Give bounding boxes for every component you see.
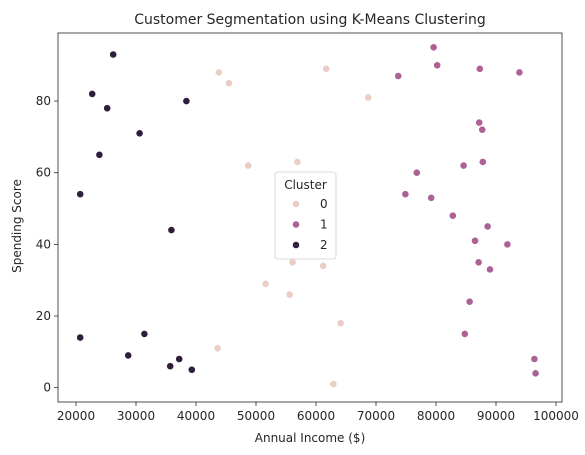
y-tick-label: 80 <box>36 94 51 108</box>
data-point <box>175 355 184 363</box>
legend-title: Cluster <box>284 178 327 192</box>
legend-box <box>274 171 337 260</box>
data-point <box>140 330 149 338</box>
data-point <box>475 118 484 127</box>
data-point <box>474 258 483 267</box>
legend-marker <box>292 241 300 249</box>
data-point <box>515 68 524 77</box>
data-point <box>459 161 468 170</box>
data-point <box>427 193 436 202</box>
x-axis-label: Annual Income ($) <box>255 431 366 445</box>
data-point <box>429 43 438 52</box>
data-point <box>401 190 410 199</box>
legend-label: 2 <box>320 238 328 252</box>
y-tick-label: 20 <box>36 309 51 323</box>
data-point <box>364 93 373 102</box>
legend-label: 1 <box>320 218 328 232</box>
data-point <box>182 97 191 105</box>
data-point <box>76 333 85 342</box>
data-point <box>478 158 487 166</box>
data-point <box>109 50 118 59</box>
data-point <box>88 90 97 98</box>
y-axis-label: Spending Score <box>10 179 24 273</box>
x-tick-label: 30000 <box>117 409 155 423</box>
x-tick-label: 60000 <box>297 409 335 423</box>
data-point <box>322 64 331 73</box>
data-point <box>225 79 233 88</box>
legend-label: 0 <box>320 197 328 211</box>
data-point <box>167 226 176 234</box>
data-point <box>288 258 297 267</box>
data-point <box>336 319 345 328</box>
data-point <box>244 161 253 170</box>
series-1 <box>394 43 540 378</box>
data-point <box>448 211 457 220</box>
data-point <box>135 129 144 138</box>
legend-entry-1: 1 <box>292 218 328 232</box>
data-point <box>394 72 403 80</box>
y-tick-label: 60 <box>36 166 51 180</box>
legend: Cluster 0 1 2 <box>274 171 337 260</box>
data-point <box>530 355 539 363</box>
data-point <box>465 297 474 306</box>
data-point <box>261 279 270 288</box>
chart-title: Customer Segmentation using K-Means Clus… <box>134 12 486 28</box>
data-point <box>285 290 294 299</box>
data-point <box>412 168 421 177</box>
data-point <box>103 104 112 113</box>
data-point <box>213 344 222 353</box>
legend-marker <box>292 220 300 229</box>
data-point <box>478 125 487 134</box>
x-axis: 20000 30000 40000 50000 60000 70000 80000 90000… <box>57 402 579 423</box>
data-point <box>319 261 328 270</box>
x-tick-label: 100000 <box>533 409 579 423</box>
y-axis: 0 20 40 60 80 <box>36 94 58 395</box>
y-tick-label: 40 <box>36 237 51 251</box>
data-point <box>471 236 479 245</box>
y-tick-label: 0 <box>43 381 51 395</box>
data-point <box>486 265 494 274</box>
data-point <box>475 64 484 73</box>
data-point <box>293 158 302 166</box>
data-point <box>124 351 133 360</box>
data-point <box>433 61 442 70</box>
data-point <box>531 369 540 378</box>
series-2 <box>76 50 196 374</box>
data-point <box>503 240 512 249</box>
legend-entry-0: 0 <box>292 197 328 211</box>
data-point <box>166 362 175 371</box>
data-point <box>95 150 104 159</box>
data-point <box>483 222 492 231</box>
x-tick-label: 80000 <box>417 409 455 423</box>
legend-entry-2: 2 <box>292 238 328 252</box>
x-tick-label: 50000 <box>237 409 275 423</box>
legend-marker <box>292 200 300 208</box>
x-tick-label: 70000 <box>357 409 395 423</box>
x-tick-label: 20000 <box>57 409 95 423</box>
x-tick-label: 40000 <box>177 409 215 423</box>
data-point <box>460 330 469 338</box>
data-point <box>187 365 196 374</box>
x-tick-label: 90000 <box>477 409 515 423</box>
data-point <box>329 380 338 388</box>
data-point <box>76 190 85 199</box>
data-point <box>214 68 223 77</box>
